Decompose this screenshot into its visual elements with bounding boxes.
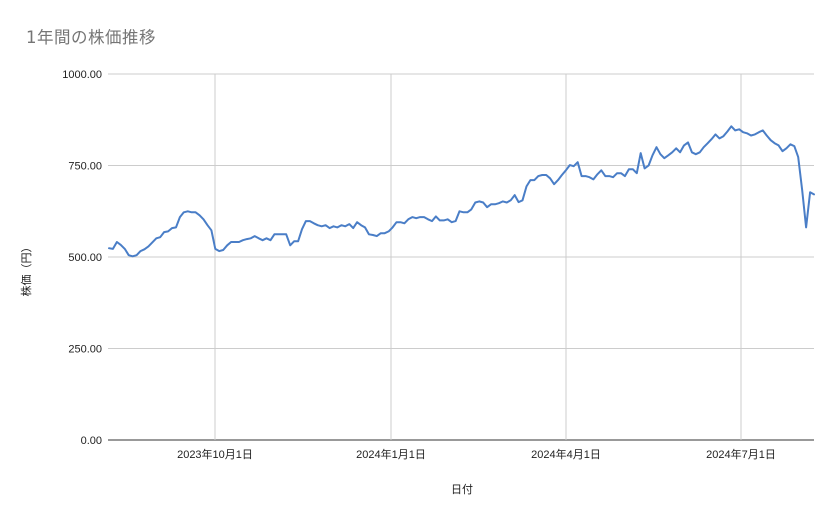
- x-tick-label: 2024年1月1日: [356, 447, 426, 461]
- y-axis-ticks: 0.00 250.00 500.00 750.00 1000.00: [62, 69, 102, 447]
- x-axis-label: 日付: [451, 483, 473, 496]
- y-tick-label: 1000.00: [62, 69, 102, 81]
- x-axis-ticks: 2023年10月1日 2024年1月1日 2024年4月1日 2024年7月1日: [177, 447, 776, 461]
- x-tick-label: 2024年7月1日: [706, 447, 776, 461]
- y-tick-label: 500.00: [68, 252, 102, 264]
- x-tick-label: 2023年10月1日: [177, 447, 253, 461]
- y-tick-label: 750.00: [68, 161, 102, 173]
- gridlines: [108, 73, 814, 441]
- x-tick-label: 2024年4月1日: [531, 447, 601, 461]
- y-tick-label: 0.00: [81, 435, 102, 447]
- price-line: [108, 125, 815, 258]
- chart-title: 1年間の株価推移: [26, 28, 156, 47]
- y-tick-label: 250.00: [68, 344, 102, 356]
